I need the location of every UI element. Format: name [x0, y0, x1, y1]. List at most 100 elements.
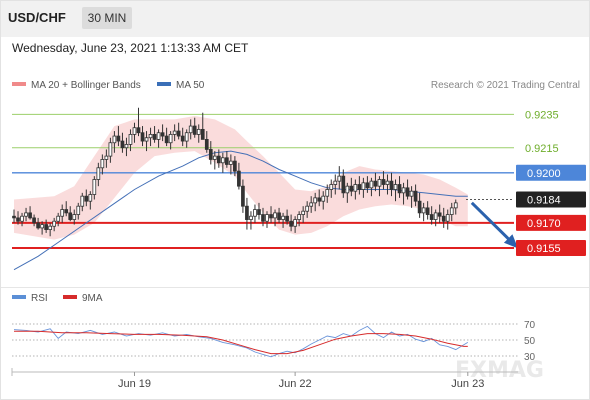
- candle-body: [12, 215, 16, 219]
- candle-body: [136, 127, 141, 134]
- candle-body: [413, 190, 418, 202]
- candle-body: [297, 214, 301, 220]
- level-label-0.9215: 0.9215: [525, 143, 559, 155]
- candle-body: [309, 202, 314, 207]
- symbol-title: USD/CHF: [8, 10, 66, 25]
- candle-body: [405, 187, 410, 197]
- candle-body: [453, 202, 458, 209]
- candle-body: [329, 184, 334, 190]
- candle-body: [184, 132, 189, 142]
- candle-body: [112, 135, 117, 144]
- candle-body: [389, 180, 394, 190]
- candle-body: [200, 128, 205, 140]
- level-label-0.9155: 0.9155: [527, 243, 561, 255]
- candle-body: [369, 180, 374, 189]
- candle-body: [269, 214, 273, 219]
- legend-ma20-swatch: [12, 82, 26, 87]
- candle-body: [377, 179, 382, 187]
- candle-body: [132, 127, 137, 135]
- candle-body: [233, 160, 237, 172]
- level-label-0.9200: 0.9200: [527, 168, 561, 180]
- candle-body: [253, 209, 257, 217]
- candle-body: [92, 179, 97, 195]
- candle-body: [381, 179, 386, 185]
- candle-body: [124, 144, 129, 149]
- candle-body: [44, 224, 48, 230]
- candle-body: [393, 184, 398, 190]
- rsi-tick-30: 30: [524, 352, 536, 363]
- candle-body: [176, 130, 181, 137]
- candle-body: [164, 135, 169, 144]
- candle-body: [273, 212, 277, 219]
- candle-body: [40, 224, 44, 229]
- candle-body: [104, 155, 109, 160]
- candle-body: [28, 212, 32, 219]
- candle-body: [313, 197, 318, 204]
- candle-body: [188, 125, 193, 134]
- rsi-tick-70: 70: [524, 320, 536, 331]
- candle-body: [449, 207, 454, 215]
- candle-body: [421, 207, 426, 214]
- candle-body: [345, 185, 350, 194]
- candle-body: [285, 215, 289, 222]
- candle-body: [301, 210, 305, 215]
- legend-ma50-label: MA 50: [176, 80, 205, 91]
- rsi-tick-50: 50: [524, 336, 536, 347]
- candle-body: [196, 128, 201, 135]
- candle-body: [417, 200, 422, 214]
- candle-body: [144, 137, 149, 142]
- candle-body: [265, 214, 269, 222]
- candle-body: [224, 157, 229, 165]
- legend-ma50: MA 50: [157, 80, 204, 91]
- candle-body: [120, 140, 125, 149]
- credit-text: Research © 2021 Trading Central: [430, 80, 580, 91]
- legend-ma20-bb: MA 20 + Bollinger Bands: [12, 80, 141, 91]
- candle-body: [116, 135, 121, 142]
- candle-body: [168, 133, 173, 144]
- candle-body: [212, 155, 217, 160]
- top-bar: USD/CHF 30 MIN: [0, 0, 590, 37]
- candle-body: [385, 180, 390, 185]
- candle-body: [208, 149, 213, 160]
- candle-body: [357, 184, 362, 190]
- candle-body: [237, 170, 241, 187]
- rsi-ma-line: [14, 330, 468, 355]
- candle-body: [24, 212, 28, 217]
- candle-body: [373, 180, 378, 187]
- level-tag-0.9184: [516, 191, 586, 208]
- watermark: FXMAG: [455, 358, 544, 383]
- candle-body: [140, 132, 145, 142]
- candle-body: [317, 197, 322, 202]
- candle-body: [333, 180, 338, 185]
- candle-body: [88, 194, 93, 202]
- candle-body: [220, 157, 225, 164]
- candle-body: [365, 182, 370, 189]
- candle-body: [72, 214, 77, 220]
- legend-9ma-label: 9MA: [82, 293, 103, 304]
- timeframe-button[interactable]: 30 MIN: [82, 7, 132, 29]
- legend-9ma-swatch: [63, 295, 77, 300]
- candle-body: [277, 212, 281, 220]
- candle-body: [128, 133, 133, 145]
- candle-body: [152, 133, 157, 140]
- timestamp: Wednesday, June 23, 2021 1:13:33 AM CET: [12, 41, 249, 55]
- level-tag-0.9170: [516, 214, 586, 231]
- candle-body: [293, 219, 297, 227]
- candle-body: [437, 212, 442, 217]
- candle-body: [321, 195, 326, 202]
- candle-body: [36, 222, 40, 229]
- candle-body: [68, 212, 73, 220]
- legend-ma20-label: MA 20 + Bollinger Bands: [31, 80, 141, 91]
- candle-body: [409, 190, 414, 197]
- candle-body: [425, 207, 430, 215]
- level-label-0.9235: 0.9235: [525, 109, 559, 121]
- candle-body: [204, 139, 209, 150]
- legend-ma50-swatch: [157, 82, 171, 87]
- candle-body: [305, 205, 310, 212]
- candle-body: [60, 209, 65, 217]
- legend-9ma: 9MA: [63, 293, 103, 304]
- candle-body: [48, 225, 52, 230]
- rsi-line: [13, 325, 469, 358]
- level-label-0.9184: 0.9184: [527, 195, 561, 207]
- legend-rsi-label: RSI: [31, 293, 48, 304]
